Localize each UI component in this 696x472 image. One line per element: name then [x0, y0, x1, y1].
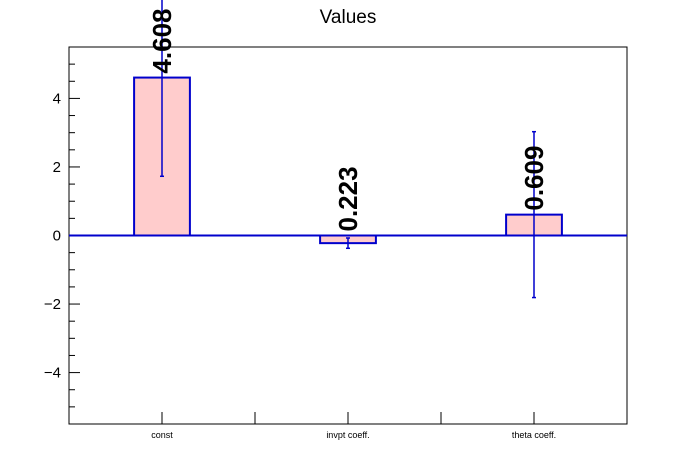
bar-labels: 4.608 0.223 0.609 [147, 8, 549, 231]
x-category-label: const [151, 430, 173, 440]
x-category-label: theta coeff. [512, 430, 556, 440]
x-category-label: invpt coeff. [326, 430, 369, 440]
error-bars [160, 0, 536, 299]
y-tick-label: 4 [53, 90, 61, 107]
bar-value-label: 4.608 [147, 8, 177, 73]
y-tick-label: 0 [53, 228, 61, 245]
chart-title: Values [320, 7, 377, 28]
x-axis: const invpt coeff. theta coeff. [151, 412, 556, 440]
bar-value-label: 0.609 [519, 146, 549, 211]
bar-value-label: 0.223 [333, 166, 363, 231]
y-tick-label: −2 [44, 296, 61, 313]
y-tick-label: 2 [53, 159, 61, 176]
y-tick-label: −4 [44, 365, 61, 382]
